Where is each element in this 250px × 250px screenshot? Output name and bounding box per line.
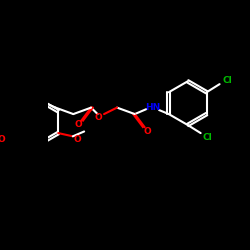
Text: O: O: [94, 113, 102, 122]
Text: Cl: Cl: [202, 134, 212, 142]
Text: O: O: [144, 126, 152, 136]
Text: O: O: [74, 135, 82, 144]
Text: O: O: [74, 120, 82, 129]
Text: HN: HN: [145, 103, 160, 112]
Text: O: O: [0, 135, 5, 144]
Text: Cl: Cl: [223, 76, 232, 84]
